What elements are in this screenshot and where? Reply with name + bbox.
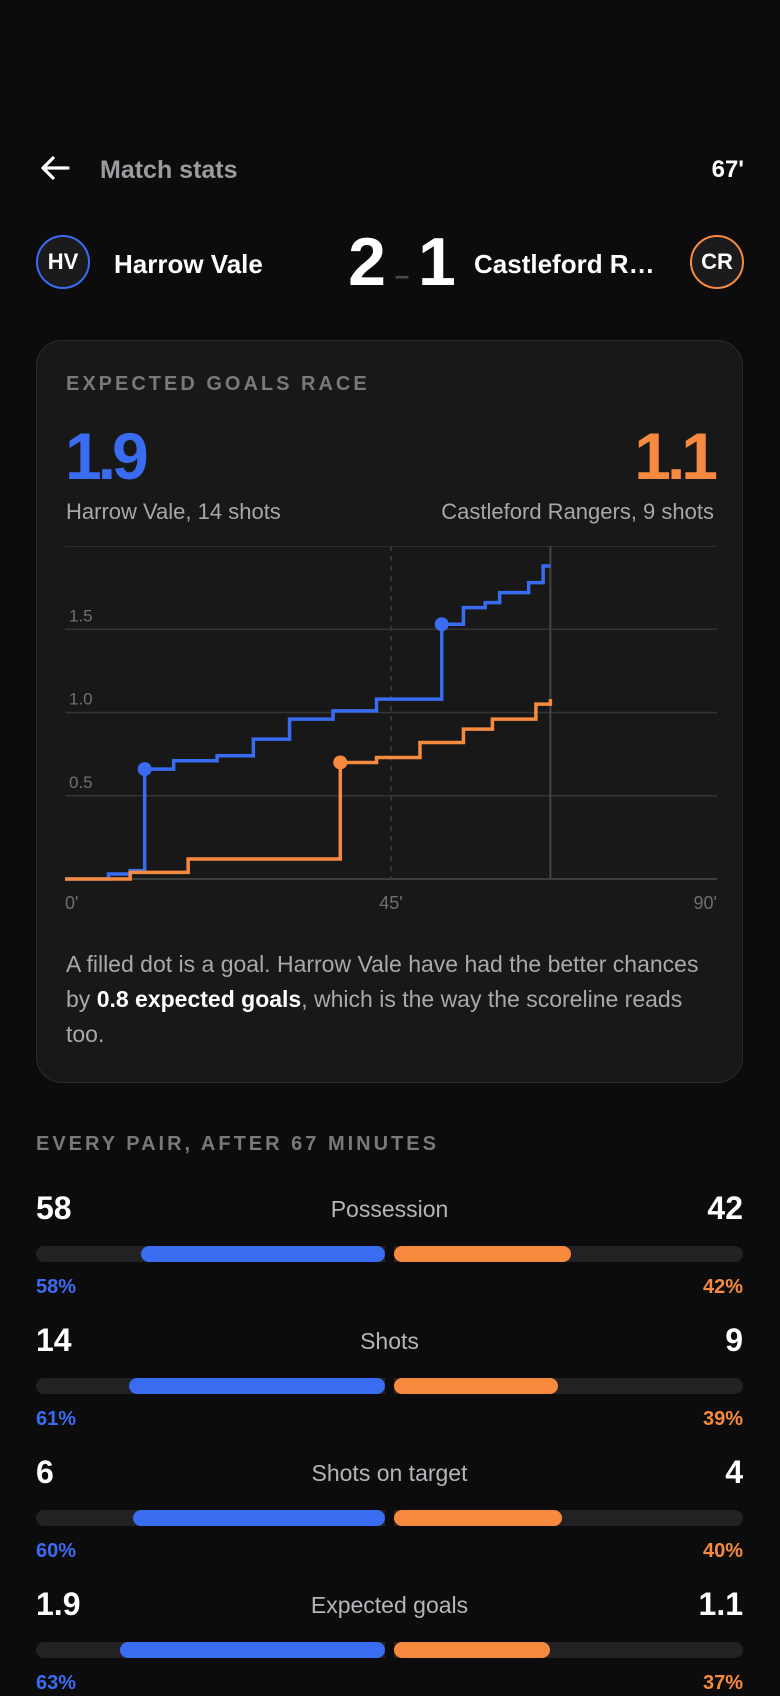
stat-away-track <box>394 1378 743 1394</box>
stat-label: Expected goals <box>310 1592 469 1618</box>
arrow-left-icon <box>41 156 70 180</box>
match-minute: 67' <box>711 156 744 183</box>
stat-away-track <box>394 1642 743 1658</box>
stat-home-track <box>36 1246 385 1262</box>
back-button[interactable] <box>36 150 76 190</box>
stat-home-percent: 60% <box>36 1540 77 1562</box>
caption-highlight: 0.8 expected goals <box>96 986 302 1012</box>
stat-away-percent: 37% <box>702 1672 743 1694</box>
home-xg-subtitle: Harrow Vale, 14 shots <box>66 499 281 524</box>
top-bar: Match stats 67' <box>36 150 744 190</box>
chart-y-tick-label: 0.5 <box>69 773 93 792</box>
chart-y-tick-label: 1.0 <box>69 690 93 709</box>
stat-row-shots-on-target: 6 Shots on target 4 60% 40% <box>36 1454 743 1564</box>
stat-home-track <box>36 1378 385 1394</box>
stat-row-possession: 58 Possession 42 58% 42% <box>36 1190 743 1300</box>
stat-home-value: 58 <box>36 1190 72 1226</box>
caption-text: A filled dot is a goal. Harrow Vale have… <box>66 951 699 1012</box>
stat-row-expected-goals: 1.9 Expected goals 1.1 63% 37% <box>36 1586 743 1696</box>
chart-caption: A filled dot is a goal. Harrow Vale have… <box>66 947 706 1052</box>
stat-row-shots: 14 Shots 9 61% 39% <box>36 1322 743 1432</box>
stat-away-track <box>394 1246 743 1262</box>
stat-label: Shots on target <box>311 1460 468 1486</box>
stat-away-value: 1.1 <box>698 1586 743 1622</box>
stat-home-bar <box>120 1642 385 1658</box>
stat-away-percent: 40% <box>702 1540 743 1562</box>
stat-home-percent: 63% <box>36 1672 77 1694</box>
caption-text-end: , which is the way the scoreline reads t… <box>66 986 683 1047</box>
stat-away-bar <box>394 1510 563 1526</box>
goal-marker <box>137 762 152 777</box>
scoreline: HV Harrow Vale 2 – 1 Castleford Ra... CR <box>36 226 744 298</box>
xg-race-card: EXPECTED GOALS RACE 1.9 1.1 Harrow Vale,… <box>36 340 743 1083</box>
xg-series-line <box>65 699 553 881</box>
xg-series-line <box>65 564 551 881</box>
away-team-badge[interactable]: CR <box>690 235 744 289</box>
stat-label: Shots <box>360 1328 419 1354</box>
chart-x-tick-label: 90' <box>694 893 717 913</box>
stat-away-value: 42 <box>707 1190 743 1226</box>
stat-home-bar <box>132 1510 385 1526</box>
stat-label: Possession <box>330 1196 449 1222</box>
stat-home-value: 14 <box>36 1322 72 1358</box>
chart-x-tick-label: 0' <box>65 893 78 913</box>
stat-home-percent: 61% <box>36 1408 77 1430</box>
chart-x-tick-label: 45' <box>379 893 402 913</box>
stat-away-bar <box>394 1642 550 1658</box>
page-title: Match stats <box>100 156 238 184</box>
stat-home-bar <box>141 1246 385 1262</box>
stat-home-value: 6 <box>36 1454 54 1490</box>
stats-section-title: EVERY PAIR, AFTER 67 MINUTES <box>36 1133 439 1155</box>
goal-marker <box>434 617 449 632</box>
goal-marker <box>333 755 348 770</box>
stat-home-percent: 58% <box>36 1276 77 1298</box>
away-xg-value: 1.1 <box>634 419 718 493</box>
away-xg-subtitle: Castleford Rangers, 9 shots <box>441 499 714 524</box>
home-score: 2 <box>348 224 386 300</box>
stat-away-bar <box>394 1378 559 1394</box>
card-title: EXPECTED GOALS RACE <box>66 373 370 395</box>
stat-away-value: 9 <box>725 1322 743 1358</box>
home-team-badge[interactable]: HV <box>36 235 90 289</box>
stat-away-value: 4 <box>725 1454 743 1490</box>
chart-y-tick-label: 1.5 <box>69 606 93 625</box>
stat-away-percent: 42% <box>702 1276 743 1298</box>
score-separator: – <box>394 260 410 290</box>
away-team-name[interactable]: Castleford Ra... <box>474 249 664 279</box>
xg-race-chart: 0.5 1.0 1.5 0' 45' 90' <box>65 546 717 913</box>
stat-home-value: 1.9 <box>36 1586 81 1622</box>
stat-home-bar <box>128 1378 385 1394</box>
stat-away-percent: 39% <box>702 1408 743 1430</box>
stat-home-track <box>36 1642 385 1658</box>
home-team-name[interactable]: Harrow Vale <box>114 249 263 279</box>
stat-home-track <box>36 1510 385 1526</box>
home-xg-value: 1.9 <box>65 419 149 493</box>
stat-away-bar <box>394 1246 571 1262</box>
stat-away-track <box>394 1510 743 1526</box>
away-score: 1 <box>418 224 456 300</box>
